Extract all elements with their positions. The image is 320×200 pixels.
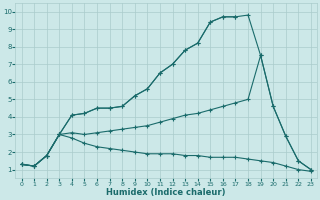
X-axis label: Humidex (Indice chaleur): Humidex (Indice chaleur) — [107, 188, 226, 197]
